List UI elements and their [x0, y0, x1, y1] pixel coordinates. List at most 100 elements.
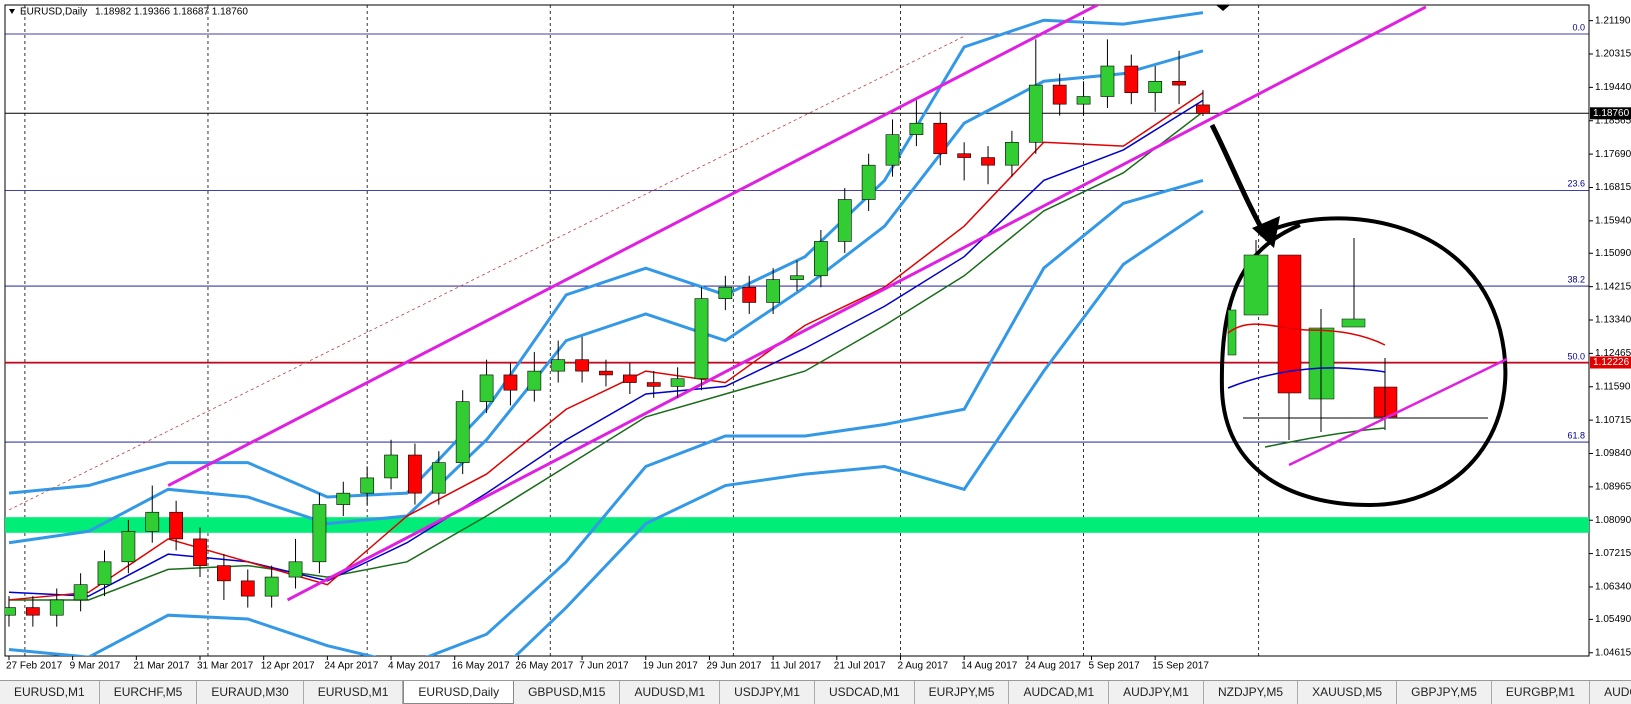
- candle-body: [121, 530, 136, 563]
- tab[interactable]: USDJPY,M1: [720, 681, 815, 704]
- candle-body: [527, 370, 542, 391]
- tab[interactable]: EURJPY,M5: [915, 681, 1010, 704]
- y-tick-label: 1.12465: [1595, 348, 1631, 359]
- tab-bar: EURUSD,M1 EURCHF,M5 EURAUD,M30 EURUSD,M1 EUR…: [0, 680, 1631, 704]
- x-tick-label: 15 Sep 2017: [1152, 661, 1209, 672]
- tab[interactable]: EURUSD,M1: [0, 681, 100, 704]
- x-tick-label: 16 May 2017: [452, 661, 510, 672]
- tab[interactable]: EURGBP,M1: [1492, 681, 1591, 704]
- zoom-trendline: [1288, 357, 1508, 467]
- candle-body: [1076, 96, 1091, 105]
- y-tick-label: 1.18565: [1595, 115, 1631, 126]
- fib-label: 0.0: [1572, 22, 1585, 32]
- x-tick-label: 31 Mar 2017: [197, 661, 254, 672]
- indicator-line: [8, 99, 1204, 597]
- zoom-candle: [1243, 254, 1269, 316]
- candle-body: [336, 492, 351, 505]
- y-tick-label: 1.15940: [1595, 215, 1631, 226]
- symbol: EURUSD,Daily: [20, 7, 87, 18]
- tab[interactable]: AUDJPY,M1: [1109, 681, 1204, 704]
- candle-body: [814, 241, 828, 277]
- candle-body: [885, 134, 900, 166]
- candle-body: [503, 374, 518, 391]
- y-tick-label: 1.15090: [1595, 248, 1631, 259]
- candle-body: [25, 607, 40, 616]
- shift-marker: [1216, 5, 1230, 11]
- tab[interactable]: USDCAD,M1: [815, 681, 915, 704]
- candle-body: [1028, 84, 1043, 143]
- tab[interactable]: AUDUSD,M1: [620, 681, 721, 704]
- indicator-line: [8, 178, 1204, 656]
- candle-body: [1148, 80, 1163, 94]
- x-tick-label: 21 Jul 2017: [834, 661, 886, 672]
- trendline: [286, 5, 1427, 602]
- indicator-line: [513, 209, 1204, 656]
- candle-body: [766, 279, 780, 303]
- candle-body: [288, 561, 303, 578]
- candle-body: [217, 565, 231, 582]
- fib-label: 61.8: [1567, 430, 1585, 440]
- y-tick-label: 1.11590: [1595, 381, 1631, 392]
- x-tick-label: 21 Mar 2017: [133, 661, 190, 672]
- indicator-line: [8, 92, 1204, 601]
- indicator-line: [8, 111, 1204, 601]
- ohlc: 1.18982 1.19366 1.18687 1.18760: [95, 7, 248, 18]
- candle-body: [360, 477, 375, 494]
- candle-body: [646, 382, 661, 387]
- x-tick-label: 7 Jun 2017: [579, 661, 629, 672]
- candle-body: [384, 454, 398, 479]
- price-tag: [1590, 107, 1631, 120]
- fib-label: 38.2: [1567, 274, 1585, 284]
- tab[interactable]: AUDCAD,M1: [1009, 681, 1110, 704]
- candle-body: [1052, 84, 1067, 105]
- candle-body: [264, 576, 279, 597]
- candle-body: [169, 511, 184, 540]
- candle-body: [861, 164, 876, 200]
- tab[interactable]: XAUUSD,M5: [1298, 681, 1398, 704]
- tab[interactable]: NZDJPY,M5: [1204, 681, 1299, 704]
- y-tick-label: 1.10715: [1595, 415, 1631, 426]
- x-tick-label: 24 Aug 2017: [1025, 661, 1082, 672]
- candle-body: [575, 359, 589, 372]
- tab[interactable]: AUDCHF,M1: [1590, 681, 1631, 704]
- candle-body: [431, 462, 446, 494]
- fib-label: 23.6: [1567, 179, 1585, 189]
- x-tick-label: 27 Feb 2017: [6, 661, 63, 672]
- axis-layer: 0.0 23.6 38.2 50.0 61.8 1.21190 1.20315 1.19440…: [6, 15, 1631, 672]
- x-tick-label: 9 Mar 2017: [70, 661, 121, 672]
- candle-body: [957, 153, 972, 158]
- tab[interactable]: EURCHF,M5: [100, 681, 198, 704]
- candle-body: [981, 157, 995, 166]
- support-zone: [5, 517, 1589, 533]
- candle-body: [670, 378, 685, 387]
- y-tick-label: 1.08965: [1595, 482, 1631, 493]
- candle-body: [694, 298, 709, 380]
- y-tick-label: 1.20315: [1595, 49, 1631, 60]
- zoom-candle: [1341, 318, 1366, 328]
- x-tick-label: 19 Jun 2017: [643, 661, 698, 672]
- y-tick-label: 1.08090: [1595, 515, 1631, 526]
- tab[interactable]: EURUSD,Daily: [403, 681, 515, 704]
- x-tick-label: 24 Apr 2017: [324, 661, 378, 672]
- candle-body: [1100, 65, 1115, 97]
- indicator-line: [8, 11, 1204, 499]
- tab[interactable]: EURAUD,M30: [197, 681, 304, 704]
- y-tick-label: 1.06340: [1595, 582, 1631, 593]
- tab[interactable]: GBPUSD,M15: [514, 681, 621, 704]
- candle-body: [5, 607, 16, 616]
- zoom-ma: [1264, 427, 1386, 448]
- candle-body: [1172, 80, 1186, 86]
- zoom-circle: [1219, 216, 1508, 508]
- tab[interactable]: GBPJPY,M5: [1397, 681, 1492, 704]
- candle-body: [73, 584, 88, 601]
- tab[interactable]: EURUSD,M1: [304, 681, 404, 704]
- x-tick-label: 12 Apr 2017: [261, 661, 315, 672]
- trendline: [167, 5, 1101, 487]
- annotation: [1209, 123, 1508, 508]
- menu-triangle[interactable]: [9, 9, 15, 14]
- price-tag-label: 1.12226: [1593, 357, 1630, 368]
- candle-body: [97, 561, 112, 585]
- candle-body: [551, 359, 566, 372]
- candle-body: [408, 454, 422, 494]
